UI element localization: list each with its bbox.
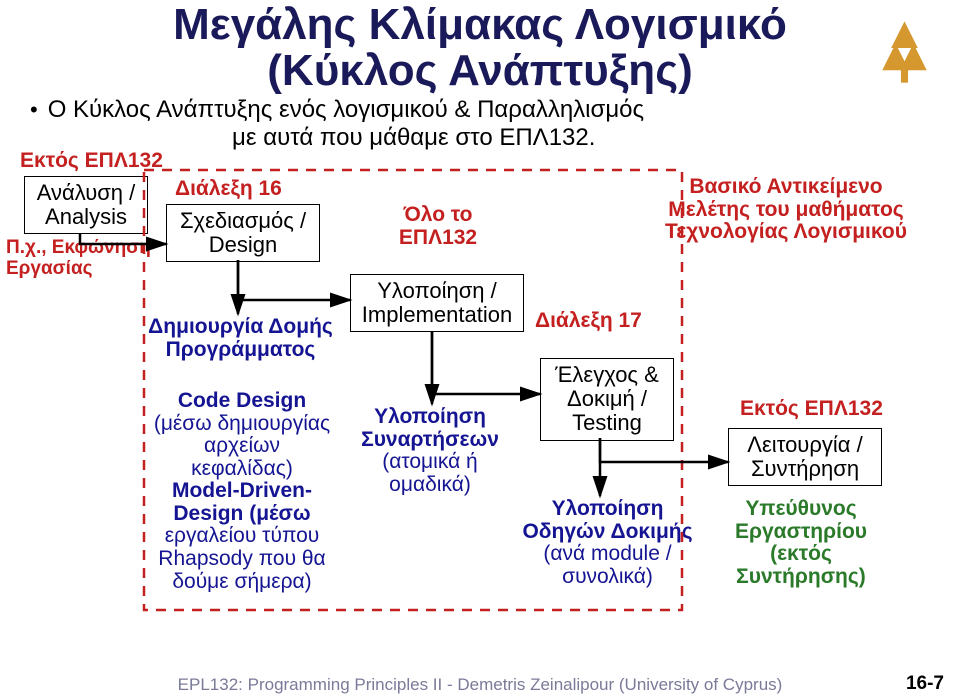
lecture-17-label: Διάλεξη 17 bbox=[535, 310, 642, 333]
impl-subnote: Υλοποίηση Συναρτήσεων (ατομικά ή ομαδικά… bbox=[350, 406, 510, 497]
stage-testing: Έλεγχος & Δοκιμή / Testing bbox=[540, 358, 674, 441]
lecture-16-label: Διάλεξη 16 bbox=[175, 178, 282, 201]
out-of-course-right-label: Εκτός ΕΠΛ132 bbox=[740, 398, 883, 421]
maintenance-subnote: Υπεύθυνος Εργαστηρίου (εκτός Συντήρησης) bbox=[726, 498, 876, 589]
design-sub-mdd: Model-Driven- Design (μέσω εργαλείου τύπ… bbox=[152, 480, 332, 593]
basic-object-label: Βασικό Αντικείμενο Μελέτης του μαθήματος… bbox=[636, 176, 936, 244]
page-number: 16-7 bbox=[906, 673, 944, 695]
testing-subnote: Υλοποίηση Οδηγών Δοκιμής (ανά module / σ… bbox=[520, 498, 695, 589]
design-sub-structure: Δημιουργία Δομής Προγράμματος bbox=[148, 316, 333, 361]
university-logo-icon bbox=[867, 8, 942, 88]
stage-design: Σχεδιασμός / Design bbox=[166, 204, 320, 262]
main-bullet-sub: με αυτά που μάθαμε στο ΕΠΛ132. bbox=[232, 124, 960, 152]
main-bullet: •Ο Κύκλος Ανάπτυξης ενός λογισμικού & Πα… bbox=[30, 96, 960, 124]
out-of-course-top-label: Εκτός ΕΠΛ132 bbox=[20, 150, 163, 173]
stage-analysis: Ανάλυση / Analysis bbox=[24, 176, 148, 234]
analysis-subnote: Π.χ., Εκφώνηση Εργασίας bbox=[6, 238, 166, 279]
all-course-label: Όλο το ΕΠΛ132 bbox=[388, 204, 488, 249]
stage-maintenance: Λειτουργία / Συντήρηση bbox=[728, 428, 882, 486]
slide-title: Μεγάλης Κλίμακας Λογισμικό (Κύκλος Ανάπτ… bbox=[0, 0, 960, 94]
design-sub-code: Code Design (μέσω δημιουργίας αρχείων κε… bbox=[152, 390, 332, 481]
slide-footer: EPL132: Programming Principles II - Deme… bbox=[0, 675, 960, 695]
stage-implementation: Υλοποίηση / Implementation bbox=[350, 274, 524, 332]
